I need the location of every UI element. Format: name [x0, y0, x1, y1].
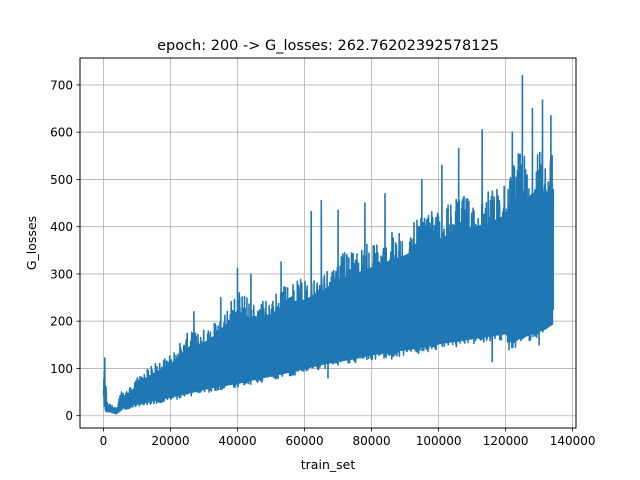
x-tick-label: 60000	[285, 434, 323, 448]
x-axis-label: train_set	[301, 457, 356, 472]
y-tick-label: 200	[50, 315, 73, 329]
y-tick-label: 500	[50, 173, 73, 187]
x-tick-label: 40000	[218, 434, 256, 448]
x-tick-label: 20000	[151, 434, 189, 448]
loss-line	[102, 74, 555, 415]
y-tick-label: 700	[50, 78, 73, 92]
y-tick-label: 600	[50, 126, 73, 140]
y-tick-label: 100	[50, 362, 73, 376]
y-axis-label: G_losses	[24, 216, 39, 270]
y-tick-label: 0	[65, 409, 73, 423]
x-axis: 0 20000 40000 60000 80000 100000 120000 140000	[100, 428, 596, 448]
y-tick-label: 400	[50, 220, 73, 234]
x-tick-label: 120000	[483, 434, 529, 448]
series-group	[102, 74, 555, 415]
x-tick-label: 80000	[352, 434, 390, 448]
x-tick-label: 0	[100, 434, 108, 448]
axes-frame	[79, 57, 577, 429]
y-axis: 0 100 200 300 400 500 600 700	[50, 78, 80, 423]
chart-title: epoch: 200 -> G_losses: 262.762023925781…	[157, 38, 499, 54]
x-tick-label: 140000	[550, 434, 596, 448]
y-tick-label: 300	[50, 267, 73, 281]
x-tick-label: 100000	[416, 434, 462, 448]
